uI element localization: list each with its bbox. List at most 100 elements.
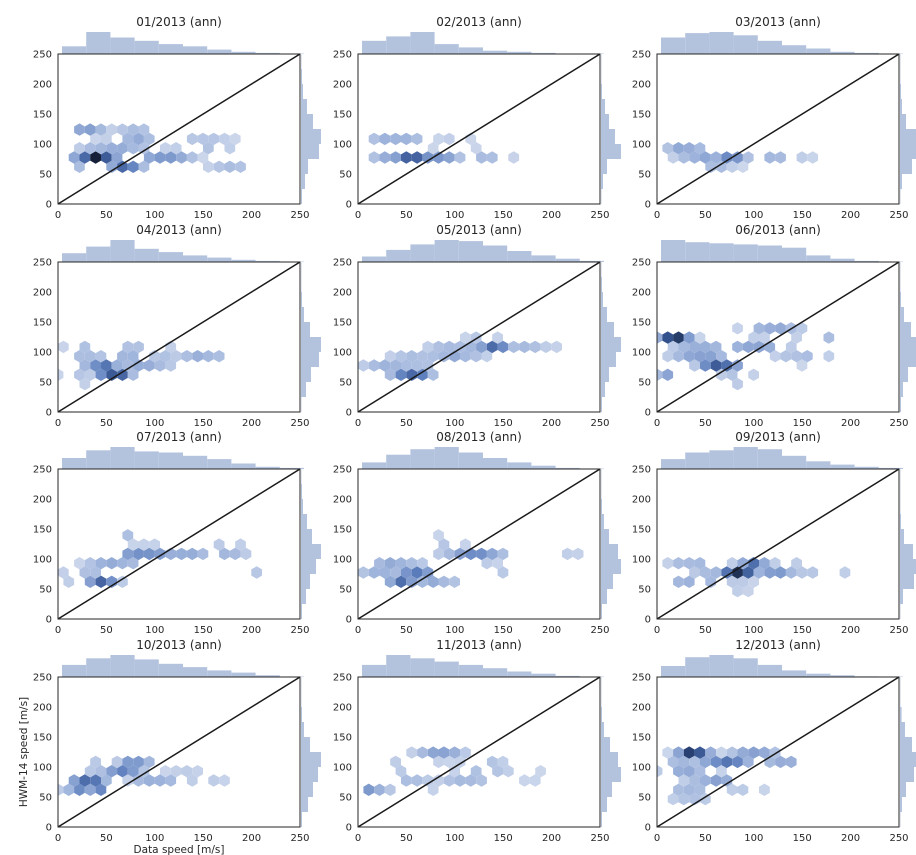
panel-4-xtick: 200 [242, 418, 261, 429]
panel-3-xtick: 150 [793, 210, 812, 221]
panel-1-hex [213, 160, 225, 173]
panel-1-hex [219, 132, 230, 146]
panel-1-yhist-bar [301, 189, 302, 204]
panel-4-ytick: 50 [39, 378, 52, 389]
panel-11-ytick: 200 [333, 703, 352, 714]
panel-12-yhist-bar [900, 707, 902, 722]
panel-4-hex [143, 359, 155, 372]
panel-5-ytick: 100 [333, 348, 352, 359]
panel-6-hex [780, 350, 792, 363]
panel-7-xhist-bar [158, 452, 183, 469]
panel-11-xtick: 200 [542, 833, 561, 844]
panel-3-yhist-bar [900, 84, 901, 99]
panel-12-xhist-bar [806, 673, 831, 677]
panel-1-hex [74, 142, 85, 155]
panel-1-hex [106, 123, 118, 136]
panel-7-xtick: 150 [194, 625, 213, 636]
panel-1-hex [74, 123, 85, 136]
panel-1-yhist-bar [301, 159, 308, 174]
panel-6-hex [694, 350, 706, 363]
panel-9-xhist-bar [733, 447, 758, 469]
panel-6-hex [791, 350, 802, 363]
panel-4-yhist-bar [301, 307, 304, 322]
panel-8-hex [433, 547, 444, 561]
panel-6-hex [689, 359, 700, 372]
panel-1-xhist-bar [255, 52, 280, 54]
panel-7-hex [63, 575, 75, 588]
panel-9: 09/2013 (ann) 0 50 100 150 200 250 0 50 100 150 200… [632, 430, 916, 636]
panel-10-hex [84, 765, 96, 778]
panel-11-hex [433, 774, 444, 787]
panel-3-hex [673, 142, 684, 155]
panel-6-yhist-bar [900, 292, 901, 307]
panel-1-xtick: 150 [194, 210, 213, 221]
panel-1-hex [143, 151, 155, 164]
panel-8-xtick: 0 [355, 625, 361, 636]
panel-10-xtick: 50 [100, 833, 113, 844]
panel-7-hex [143, 547, 155, 561]
panel-3-ytick: 50 [638, 170, 651, 181]
panel-4-hex [192, 350, 203, 363]
panel-8-hex [438, 538, 450, 551]
panel-10-ytick: 50 [39, 793, 52, 804]
panel-8-ytick: 250 [333, 465, 352, 476]
panel-8-hex [438, 575, 450, 588]
panel-10-hex [165, 774, 177, 787]
panel-1-hex [170, 142, 182, 155]
panel-9-hex [748, 575, 759, 588]
panel-10-xhist-bar [207, 670, 232, 677]
panel-3-hexbins [662, 142, 819, 173]
panel-5-yhist-bar [601, 307, 607, 322]
panel-6-xhist-bar [733, 244, 758, 262]
panel-5-yhist-bar [601, 397, 602, 412]
panel-4-xtick: 50 [100, 418, 113, 429]
panel-10-xtick: 100 [145, 833, 164, 844]
panel-6-yhist-bar [900, 337, 916, 352]
panel-10-hex [143, 774, 155, 787]
panel-10-yhist-bar [301, 767, 318, 782]
panel-4-hex [181, 350, 193, 363]
panel-12-hex [721, 755, 733, 769]
panel-11-hex [411, 774, 423, 787]
panel-12-hex [662, 746, 674, 759]
panel-1-hex [138, 160, 150, 173]
panel-1-hex [154, 151, 166, 164]
panel-3-xtick: 200 [841, 210, 860, 221]
panel-6-hex [678, 340, 690, 354]
panel-8-hex [401, 566, 412, 579]
panel-2-xhist-bar [531, 52, 556, 54]
panel-6-ytick: 200 [632, 288, 651, 299]
panel-6-hex [721, 359, 733, 372]
panel-12-yhist-bar [900, 782, 906, 797]
panel-9-hex [732, 566, 743, 579]
panel-8-hex [481, 557, 493, 570]
panel-7-hex [197, 547, 209, 561]
panel-11-xtick: 0 [355, 833, 361, 844]
panel-4-ytick: 200 [33, 288, 52, 299]
panel-7-xtick: 200 [242, 625, 261, 636]
panel-12-hex [694, 765, 706, 778]
panel-8-hex [417, 557, 428, 570]
panel-12-ytick: 100 [632, 763, 651, 774]
panel-10-hex [181, 765, 193, 778]
panel-1-hex [235, 160, 246, 173]
panel-6-hex [785, 340, 797, 354]
panel-4-hex [170, 350, 182, 363]
panel-2-ytick: 250 [333, 50, 352, 61]
panel-8-yhist-bar [601, 574, 613, 589]
panel-9-xhist-bar [661, 459, 686, 469]
panel-12-hex [683, 765, 695, 778]
panel-11-hex [363, 783, 375, 796]
y-axis-label: HWM-14 speed [m/s] [18, 697, 30, 807]
panel-4-hex [95, 368, 107, 381]
panel-7-hex [133, 547, 144, 561]
panel-6-yhist-bar [900, 352, 916, 367]
panel-6-hex [742, 340, 754, 354]
panel-1-hexbins [68, 123, 246, 173]
panel-1-xtick: 100 [145, 210, 164, 221]
panel-1-xtick: 50 [100, 210, 113, 221]
panel-7-ytick: 200 [33, 495, 52, 506]
panel-4-hexbins [58, 340, 225, 391]
panel-5-hex [427, 368, 439, 381]
panel-4-hex [101, 359, 112, 372]
